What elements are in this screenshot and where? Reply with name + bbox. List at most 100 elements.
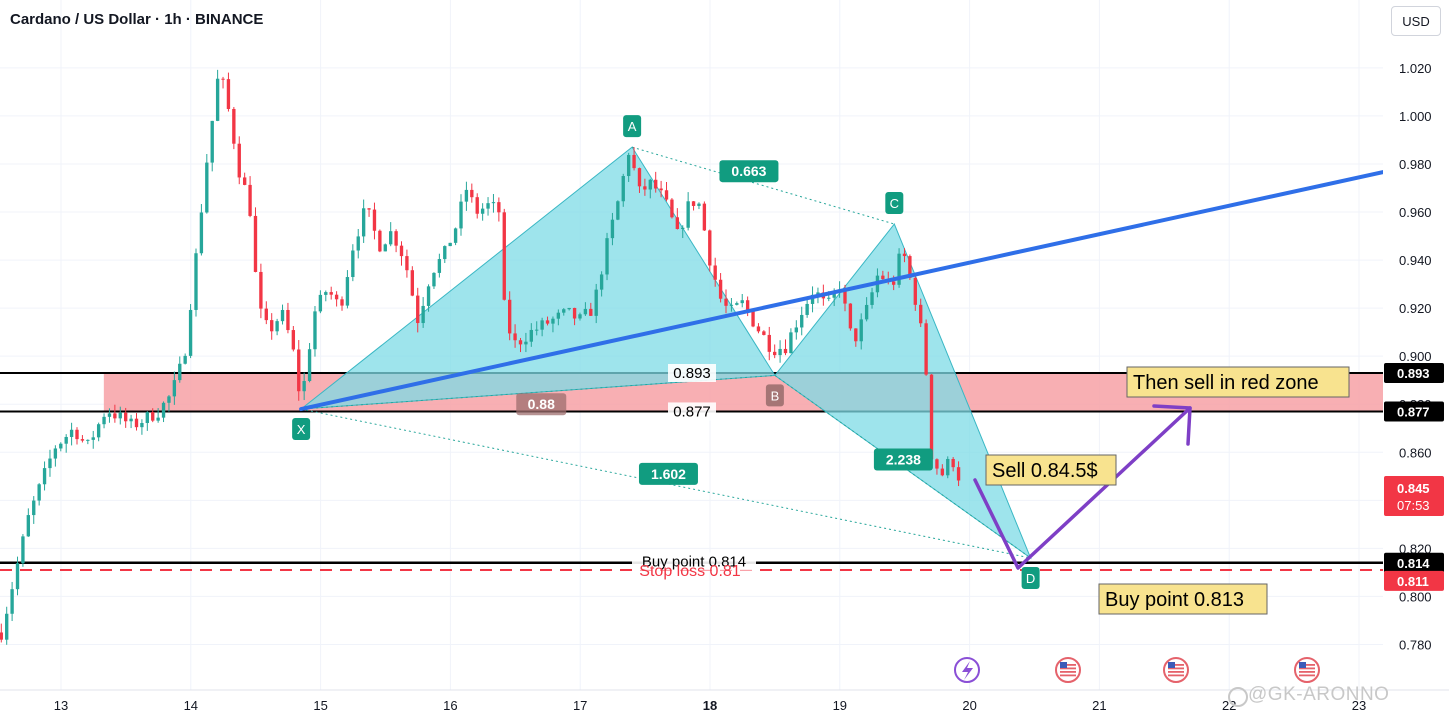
lightning-icon — [954, 657, 980, 683]
candle — [562, 308, 566, 316]
candle — [69, 422, 74, 446]
candle — [221, 76, 225, 89]
point-label: X — [297, 422, 306, 437]
level-0877-label-bg — [668, 402, 716, 421]
candle-body — [897, 253, 901, 285]
candle-body — [367, 208, 371, 210]
candle-body — [924, 323, 928, 375]
candle-body — [264, 308, 268, 321]
ratio-line-XD — [301, 408, 1031, 559]
candle-body — [902, 253, 907, 257]
candle-body — [881, 275, 885, 280]
candle-body — [919, 304, 923, 324]
candle-body — [161, 402, 166, 418]
candle — [437, 253, 442, 278]
candle-body — [616, 201, 620, 220]
candle — [697, 202, 701, 210]
flag-stripe — [1060, 674, 1076, 677]
candle-body — [637, 168, 642, 187]
candle — [545, 316, 550, 326]
point-badge: A — [623, 115, 642, 138]
candle — [26, 508, 31, 537]
candle — [632, 147, 636, 171]
candle — [129, 414, 133, 429]
candle-body — [378, 230, 382, 252]
chart-title: Cardano / US Dollar · 1h · BINANCE — [10, 11, 264, 28]
candle-body — [151, 412, 155, 421]
candle — [172, 371, 177, 405]
candle — [253, 207, 258, 273]
ratio-label: 0.88 — [528, 396, 555, 412]
candle-body — [10, 589, 14, 614]
candle-body — [389, 231, 393, 245]
candle — [48, 449, 52, 477]
candle — [767, 326, 771, 361]
candle-body — [502, 212, 506, 300]
flag-stripe — [1168, 664, 1184, 666]
candle — [15, 556, 20, 596]
candle — [897, 248, 901, 288]
candle-body — [589, 308, 593, 316]
candle — [670, 198, 674, 219]
candle-body — [529, 329, 533, 342]
candle-body — [724, 298, 728, 306]
candle-body — [124, 412, 128, 422]
candle-body — [681, 227, 685, 229]
x-tick-label: 20 — [962, 698, 976, 713]
candle — [286, 302, 290, 334]
flag-stripe — [1060, 664, 1076, 666]
us-flag-icon — [1294, 657, 1320, 683]
candle — [459, 194, 463, 236]
candle-body — [453, 228, 458, 243]
candle-body — [340, 299, 344, 306]
candle-body — [302, 381, 306, 392]
candle-body — [432, 272, 436, 287]
candle-body — [572, 307, 577, 319]
candle-body — [102, 416, 106, 425]
candle-body — [405, 256, 409, 271]
y-tick-label: 0.820 — [1399, 541, 1432, 556]
countdown-label: 07:53 — [1397, 498, 1430, 513]
candle — [188, 304, 193, 359]
candle-body — [513, 333, 517, 341]
candle-body — [437, 259, 442, 273]
flag-stripe — [1299, 667, 1315, 670]
candle — [589, 302, 593, 317]
candle — [367, 208, 371, 217]
candle — [280, 304, 285, 325]
currency-button[interactable]: USD — [1391, 6, 1441, 36]
ratio-badge: 0.663 — [719, 160, 779, 183]
candle-body — [551, 318, 555, 324]
candle-body — [827, 297, 831, 299]
candle — [659, 180, 663, 198]
candle-body — [946, 458, 950, 476]
candle — [713, 257, 717, 287]
candle-body — [843, 289, 847, 304]
candle — [762, 330, 766, 336]
point-badge: C — [885, 192, 904, 215]
candle — [275, 318, 279, 336]
candle-body — [475, 197, 479, 214]
candle — [902, 248, 907, 263]
candle-body — [156, 417, 160, 421]
candle — [854, 328, 858, 347]
candle — [686, 192, 690, 231]
candle-body — [194, 253, 198, 310]
candle — [140, 419, 144, 435]
candle — [643, 178, 647, 196]
candle — [86, 439, 90, 445]
trade-path-arrow — [973, 406, 1192, 570]
candle — [924, 319, 928, 376]
candle — [718, 273, 723, 303]
buy-line-label: Buy point 0.814 — [642, 554, 746, 571]
candle — [248, 176, 252, 218]
candle — [724, 289, 728, 314]
candle-body — [183, 355, 187, 364]
candle-body — [145, 412, 149, 424]
candle-body — [524, 341, 528, 345]
note-buy-point: Buy point 0.813 — [1098, 583, 1268, 615]
candle — [91, 430, 95, 449]
candle — [291, 325, 296, 352]
candle-body — [329, 292, 333, 295]
